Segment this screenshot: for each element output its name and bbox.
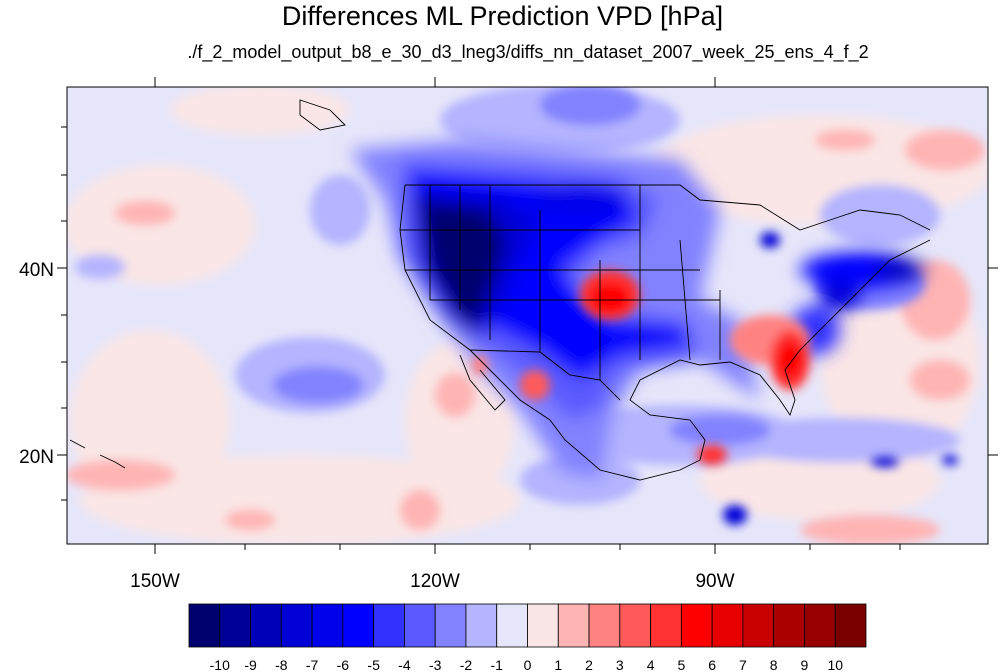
colorbar-label: -7 [306, 657, 319, 672]
colorbar-label: -8 [275, 657, 288, 672]
colorbar-label: -2 [460, 657, 473, 672]
colorbar-swatch [557, 603, 590, 648]
colorbar-swatch [680, 603, 713, 648]
colorbar-swatch [711, 603, 744, 648]
colorbar-label: -1 [491, 657, 504, 672]
colorbar-swatch [496, 603, 528, 648]
colorbar-swatch [311, 603, 344, 648]
colorbar-label: 10 [827, 657, 843, 672]
dark-negative-spots [723, 232, 958, 525]
colorbar-swatch [280, 603, 313, 648]
colorbar-swatch [404, 603, 436, 648]
colorbar-swatch [773, 603, 805, 648]
colorbar-label: 7 [739, 657, 747, 672]
colorbar-swatch [588, 603, 621, 648]
lon-label-120w: 120W [410, 571, 460, 592]
colorbar-label: 0 [524, 657, 532, 672]
colorbar-swatch [834, 603, 867, 648]
lat-label-40n: 40N [19, 260, 54, 281]
map-title: Differences ML Prediction VPD [hPa] [281, 1, 724, 31]
colorbar-label: -6 [337, 657, 350, 672]
map-subtitle: ./f_2_model_output_b8_e_30_d3_lneg3/diff… [187, 42, 869, 62]
colorbar-label: -10 [210, 657, 230, 672]
colorbar-swatch [465, 603, 498, 648]
colorbar-swatch [650, 603, 682, 648]
colorbar-labels: -10 -9 -8 -7 -6 -5 -4 -3 -2 -1 0 1 2 3 4 5 6 7 8 9 10 [210, 657, 844, 672]
colorbar-label: -9 [244, 657, 257, 672]
colorbar [188, 603, 867, 648]
colorbar-swatch [434, 603, 467, 648]
colorbar-label: -5 [367, 657, 380, 672]
colorbar-label: -3 [429, 657, 442, 672]
colorbar-swatch [527, 603, 559, 648]
lat-label-20n: 20N [19, 447, 54, 468]
colorbar-swatch [188, 603, 221, 648]
colorbar-label: 9 [801, 657, 809, 672]
colorbar-swatch [619, 603, 651, 648]
lon-label-90w: 90W [695, 571, 734, 592]
colorbar-swatch [219, 603, 251, 648]
colorbar-label: 1 [554, 657, 562, 672]
colorbar-label: 4 [647, 657, 655, 672]
colorbar-swatch [742, 603, 775, 648]
pink-patches [67, 130, 985, 544]
colorbar-label: 2 [585, 657, 593, 672]
colorbar-swatch [342, 603, 375, 648]
coastlines-and-borders [69, 99, 931, 481]
colorbar-swatch [250, 603, 282, 648]
colorbar-swatch [373, 603, 405, 648]
colorbar-label: -4 [398, 657, 411, 672]
colorbar-swatch [804, 603, 836, 648]
land-negative-field [350, 140, 925, 480]
vpd-field [67, 87, 988, 544]
lon-label-150w: 150W [130, 571, 180, 592]
colorbar-label: 6 [708, 657, 716, 672]
colorbar-label: 5 [677, 657, 685, 672]
colorbar-label: 8 [770, 657, 778, 672]
positive-land-patches [472, 270, 810, 465]
colorbar-label: 3 [616, 657, 624, 672]
axis-ticks [57, 77, 998, 554]
